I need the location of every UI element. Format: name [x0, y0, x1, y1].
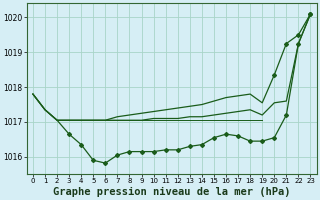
X-axis label: Graphe pression niveau de la mer (hPa): Graphe pression niveau de la mer (hPa) [53, 186, 291, 197]
